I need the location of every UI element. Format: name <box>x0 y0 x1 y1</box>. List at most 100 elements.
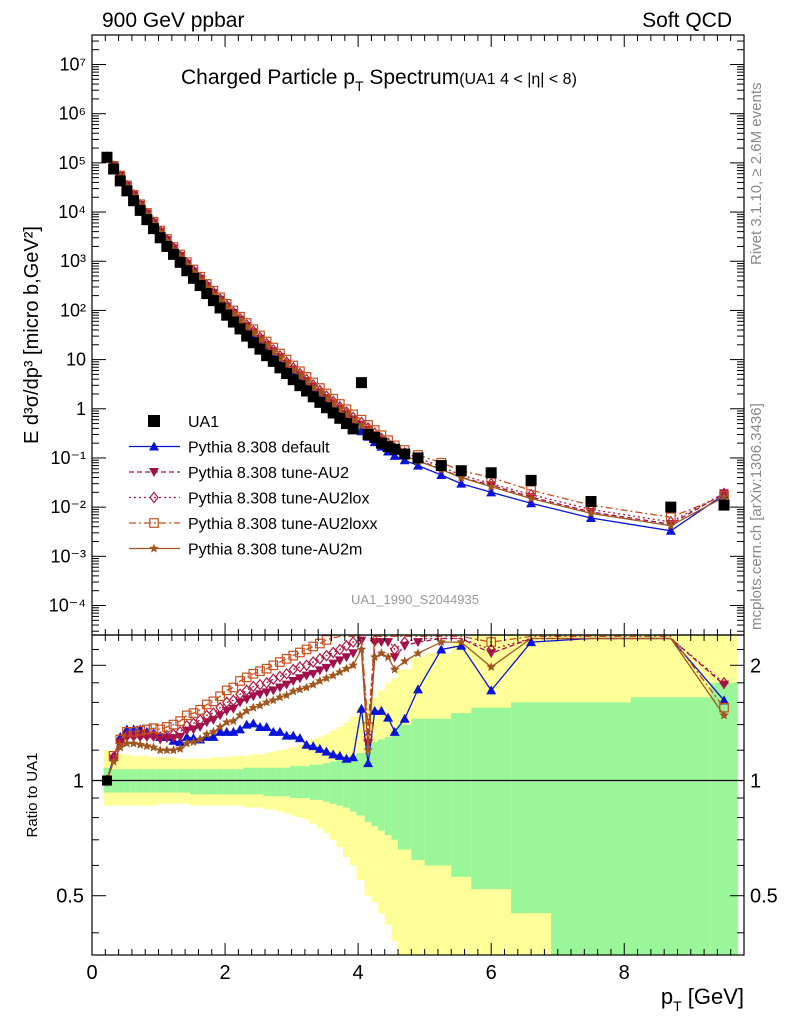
ratio-marks <box>101 634 730 787</box>
band-green <box>378 739 386 831</box>
band-green <box>411 718 426 860</box>
ratio-point <box>215 691 225 702</box>
ratio-point <box>295 647 305 658</box>
data-point <box>399 448 411 460</box>
series-point <box>248 325 259 338</box>
ratio-point <box>235 724 246 734</box>
data-point <box>141 214 153 226</box>
y-tick-label: 10⁷ <box>59 55 86 75</box>
ratio-point <box>363 758 374 768</box>
ratio-point <box>314 743 325 753</box>
ratio-point <box>719 680 730 690</box>
ratio-point <box>436 644 447 654</box>
data-point <box>247 337 259 349</box>
band-green <box>336 760 344 806</box>
ratio-point <box>363 722 373 732</box>
ratio-point <box>255 666 265 677</box>
ratio-point <box>188 737 199 747</box>
ratio-point <box>195 734 205 744</box>
ratio-point <box>122 727 132 737</box>
y-tick-label: 10 <box>66 350 86 370</box>
band-green <box>511 702 552 914</box>
ratio-point <box>281 680 292 690</box>
ratio-point <box>456 640 467 650</box>
ratio-point <box>341 639 352 652</box>
ratio-point <box>321 673 332 683</box>
ratio-point <box>175 743 185 753</box>
band-green <box>451 713 472 877</box>
y-tick-label: 10⁻³ <box>50 546 86 566</box>
series-point <box>486 481 496 491</box>
ratio-point <box>261 721 272 731</box>
header-left: 900 GeV ppbar <box>102 9 244 32</box>
data-point <box>412 452 424 464</box>
series-point <box>275 349 285 362</box>
axes-frames <box>91 34 745 956</box>
ratio-point <box>248 668 259 679</box>
ratio-point <box>413 684 423 694</box>
data-point <box>161 240 173 252</box>
band-green <box>283 767 291 797</box>
ratio-point <box>155 745 165 755</box>
title-main: Charged Particle p <box>181 66 355 89</box>
data-point <box>234 323 246 335</box>
ratio-point <box>228 726 239 736</box>
ratio-point <box>308 641 319 652</box>
ratio-point <box>175 716 186 726</box>
ratio-point <box>148 723 159 734</box>
data-point <box>355 377 367 389</box>
band-green <box>349 755 357 812</box>
ratio-tick-label-right: 0.5 <box>750 886 778 908</box>
ratio-point <box>288 650 299 661</box>
ratio-line <box>106 637 725 781</box>
data-point <box>221 309 233 321</box>
mcplots-label: mcplots.cern.ch [arXiv:1306.3436] <box>748 403 765 630</box>
data-point <box>128 195 140 207</box>
ratio-point <box>275 692 285 702</box>
ratio-point <box>228 694 239 707</box>
ratio-point <box>168 745 179 755</box>
ratio-point <box>389 653 400 663</box>
data-point <box>267 355 279 367</box>
band-green <box>398 724 412 850</box>
ratio-point <box>195 704 205 715</box>
ratio-point <box>294 674 305 684</box>
ratio-point <box>719 710 729 720</box>
xlabel-main: p <box>661 984 673 1009</box>
ratio-point <box>235 676 245 686</box>
ratio-point <box>719 676 729 689</box>
ratio-point <box>115 742 125 752</box>
ratio-point <box>383 712 394 722</box>
ratio-point <box>314 666 325 676</box>
data-point <box>201 288 213 300</box>
ratio-ylabel: Ratio to UA1 <box>24 752 41 837</box>
data-point <box>187 272 199 284</box>
ratio-point <box>201 699 212 710</box>
main-marks <box>101 151 730 535</box>
band-green <box>230 769 238 795</box>
ratio-point <box>208 731 219 741</box>
ratio-point <box>390 664 400 674</box>
band-green <box>210 769 218 795</box>
band-green <box>269 767 278 797</box>
ratio-tick-label-left: 2 <box>73 655 84 677</box>
data-point <box>435 460 447 472</box>
ratio-point <box>486 662 496 671</box>
ratio-point <box>161 722 172 732</box>
ratio-point <box>155 735 166 745</box>
ratio-point <box>321 663 332 673</box>
ratio-point <box>268 660 279 671</box>
ratio-point <box>248 702 259 712</box>
band-green <box>384 736 392 836</box>
ratio-point <box>275 657 285 667</box>
data-point <box>718 499 730 511</box>
data-point <box>241 330 253 342</box>
ratio-point <box>295 684 305 694</box>
band-green <box>190 769 198 795</box>
data-point <box>114 175 126 187</box>
legend-marker <box>149 468 159 477</box>
ratio-point <box>255 700 265 710</box>
axis-ticks: 0 2 4 6 8 10⁻⁴ 10⁻³ 10⁻² 10⁻¹ 1 10 10² 10³ 10⁴ 10⁵ 10⁶ 1… <box>49 35 778 984</box>
title-main-2: Spectrum <box>364 66 460 89</box>
ratio-point <box>486 643 496 656</box>
